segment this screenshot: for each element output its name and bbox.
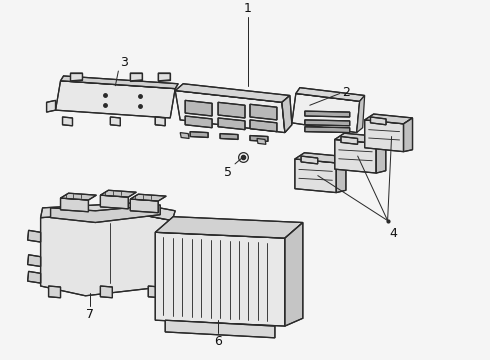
Polygon shape	[155, 217, 303, 238]
Polygon shape	[185, 116, 212, 128]
Polygon shape	[175, 91, 285, 132]
Polygon shape	[185, 100, 212, 116]
Polygon shape	[148, 286, 160, 298]
Text: 3: 3	[121, 56, 128, 69]
Polygon shape	[100, 286, 112, 298]
Polygon shape	[296, 88, 365, 102]
Text: 5: 5	[224, 166, 232, 179]
Polygon shape	[165, 320, 275, 338]
Polygon shape	[301, 156, 318, 164]
Text: 1: 1	[244, 3, 252, 15]
Polygon shape	[305, 120, 350, 126]
Polygon shape	[130, 73, 142, 81]
Polygon shape	[41, 203, 175, 221]
Polygon shape	[257, 139, 266, 144]
Polygon shape	[305, 127, 350, 132]
Polygon shape	[305, 111, 350, 117]
Polygon shape	[292, 94, 360, 132]
Polygon shape	[61, 193, 97, 200]
Polygon shape	[180, 132, 189, 139]
Polygon shape	[250, 136, 268, 141]
Polygon shape	[110, 117, 121, 126]
Polygon shape	[336, 157, 346, 193]
Polygon shape	[158, 73, 170, 81]
Polygon shape	[190, 132, 208, 138]
Polygon shape	[27, 255, 41, 266]
Polygon shape	[404, 118, 413, 152]
Polygon shape	[335, 133, 386, 143]
Polygon shape	[295, 153, 346, 163]
Text: 6: 6	[214, 335, 222, 348]
Polygon shape	[365, 114, 413, 124]
Polygon shape	[370, 117, 386, 125]
Polygon shape	[376, 137, 386, 173]
Polygon shape	[218, 118, 245, 130]
Polygon shape	[27, 230, 41, 242]
Text: 4: 4	[390, 228, 397, 240]
Polygon shape	[71, 73, 82, 81]
Polygon shape	[282, 95, 292, 132]
Polygon shape	[155, 117, 165, 126]
Polygon shape	[130, 194, 166, 201]
Polygon shape	[335, 139, 376, 173]
Polygon shape	[341, 136, 358, 144]
Polygon shape	[365, 120, 404, 152]
Polygon shape	[55, 81, 175, 118]
Text: 2: 2	[342, 86, 349, 99]
Polygon shape	[61, 76, 178, 89]
Polygon shape	[49, 286, 61, 298]
Polygon shape	[41, 213, 172, 296]
Polygon shape	[218, 102, 245, 118]
Polygon shape	[220, 134, 238, 139]
Polygon shape	[175, 84, 290, 102]
Polygon shape	[295, 159, 336, 193]
Polygon shape	[250, 120, 277, 132]
Polygon shape	[357, 95, 365, 132]
Polygon shape	[27, 271, 41, 283]
Polygon shape	[100, 190, 136, 197]
Polygon shape	[61, 198, 89, 212]
Polygon shape	[50, 205, 160, 222]
Polygon shape	[63, 117, 73, 126]
Polygon shape	[100, 195, 128, 209]
Polygon shape	[130, 199, 158, 213]
Text: 7: 7	[86, 307, 95, 320]
Polygon shape	[285, 222, 303, 326]
Polygon shape	[250, 104, 277, 120]
Polygon shape	[47, 100, 55, 112]
Polygon shape	[155, 232, 285, 326]
